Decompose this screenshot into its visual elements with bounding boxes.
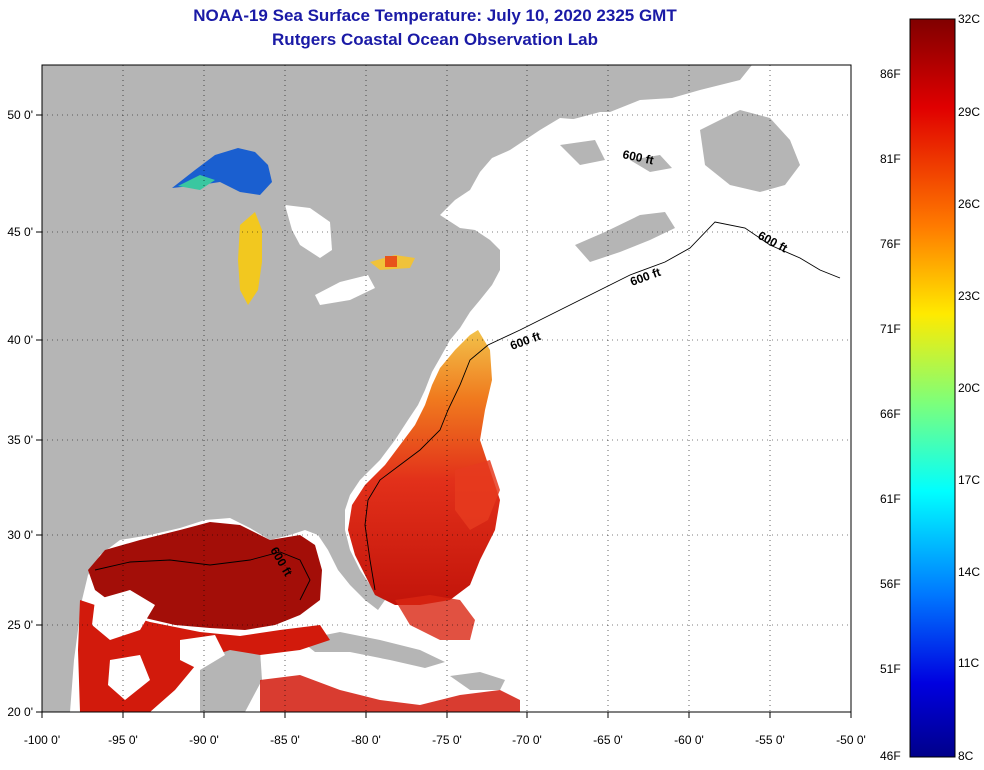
colorbar-celsius-label: 26C <box>958 197 981 211</box>
colorbar-celsius-label: 17C <box>958 473 981 487</box>
x-axis: -100 0' -95 0' -90 0' -85 0' -80 0' -75 0' -70… <box>24 712 866 747</box>
sst-atlantic-coast <box>348 330 500 605</box>
x-tick-label: -70 0' <box>512 733 542 747</box>
land-north-america <box>42 65 752 712</box>
colorbar-celsius-label: 8C <box>958 749 974 763</box>
colorbar-celsius-label: 29C <box>958 105 981 119</box>
x-tick-label: -100 0' <box>24 733 60 747</box>
land-cuba <box>300 632 445 668</box>
cloud-patch-1 <box>92 590 155 640</box>
colorbar-fahrenheit-label: 66F <box>880 407 901 421</box>
x-tick-label: -90 0' <box>189 733 219 747</box>
y-tick-label: 50 0' <box>7 108 33 122</box>
colorbar <box>909 18 956 758</box>
colorbar-fahrenheit-label: 86F <box>880 67 901 81</box>
land-pei <box>630 155 672 172</box>
land-hispaniola <box>450 672 505 690</box>
isobath-600ft-gulf <box>94 551 311 601</box>
colorbar-fahrenheit-label: 46F <box>880 749 901 763</box>
map-subtitle: Rutgers Coastal Ocean Observation Lab <box>272 30 598 49</box>
sst-caribbean <box>260 675 520 712</box>
cloud-patch-3 <box>108 655 150 700</box>
x-tick-label: -65 0' <box>593 733 623 747</box>
y-tick-label: 40 0' <box>7 333 33 347</box>
sst-south-atlantic <box>395 595 475 640</box>
colorbar-fahrenheit-label: 51F <box>880 662 901 676</box>
x-tick-label: -80 0' <box>351 733 381 747</box>
colorbar-fahrenheit-label: 81F <box>880 152 901 166</box>
x-tick-label: -95 0' <box>108 733 138 747</box>
colorbar-fahrenheit-label: 61F <box>880 492 901 506</box>
x-tick-label: -85 0' <box>270 733 300 747</box>
x-tick-label: -75 0' <box>432 733 462 747</box>
colorbar-celsius-label: 20C <box>958 381 981 395</box>
y-tick-label: 20 0' <box>7 705 33 719</box>
x-tick-label: -50 0' <box>836 733 866 747</box>
land-nova-scotia <box>575 212 675 262</box>
colorbar-celsius-label: 11C <box>958 656 980 670</box>
x-tick-label: -55 0' <box>755 733 785 747</box>
map-title: NOAA-19 Sea Surface Temperature: July 10… <box>193 6 677 25</box>
y-tick-label: 35 0' <box>7 433 33 447</box>
y-tick-label: 30 0' <box>7 528 33 542</box>
lake-huron <box>285 205 332 258</box>
lake-ontario-warm <box>385 256 397 267</box>
y-axis: 50 0' 45 0' 40 0' 35 0' 30 0' 25 0' 20 0' <box>7 108 42 719</box>
x-tick-label: -60 0' <box>674 733 704 747</box>
lake-superior-warm <box>178 175 215 190</box>
sst-gulf-stream-patches <box>455 460 500 530</box>
st-lawrence-no-data <box>530 112 720 205</box>
lake-michigan <box>238 212 262 305</box>
y-tick-label: 25 0' <box>7 618 33 632</box>
contour-label: 600 ft <box>621 147 655 167</box>
lake-erie <box>315 275 375 305</box>
colorbar-celsius-label: 14C <box>958 565 981 579</box>
isobath-600ft <box>364 221 841 591</box>
land-newfoundland <box>700 110 800 192</box>
land-gaspe <box>560 140 605 165</box>
colorbar-celsius-label: 32C <box>958 12 981 26</box>
cloud-patch-2 <box>180 635 225 670</box>
colorbar-fahrenheit-label: 56F <box>880 577 901 591</box>
colorbar-fahrenheit-label: 71F <box>880 322 901 336</box>
colorbar-celsius-label: 23C <box>958 289 981 303</box>
colorbar-fahrenheit-label: 76F <box>880 237 901 251</box>
y-tick-label: 45 0' <box>7 225 33 239</box>
